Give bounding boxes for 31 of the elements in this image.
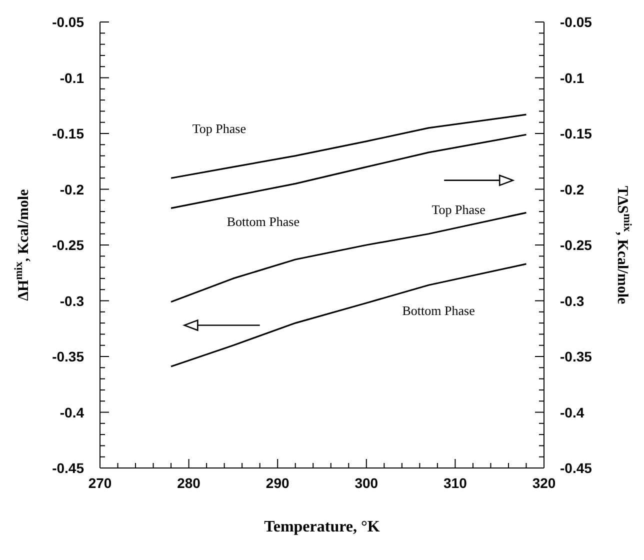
x-tick-label: 320 [532,475,556,491]
series-label: Top Phase [432,202,486,217]
y2-tick-label: -0.25 [560,237,592,253]
y2-tick-label: -0.35 [560,348,592,364]
y-tick-label: -0.05 [52,14,84,30]
x-tick-label: 290 [266,475,290,491]
text: Top Phase [192,120,246,136]
y2-tick-label: -0.45 [560,460,592,476]
x-tick-label: 300 [354,475,378,491]
x-tick-label: 270 [88,475,112,491]
y-tick-label: -0.3 [60,292,84,309]
y-tick-label: -0.45 [52,460,84,476]
x-axis-title: Temperature, °K [264,518,380,536]
series-label: Bottom Phase [402,303,476,318]
y-tick-label: -0.35 [52,348,84,364]
series-label: Bottom Phase [226,214,300,229]
y-tick-label: -0.15 [52,126,84,142]
y2-tick-label: -0.15 [560,126,592,142]
line-series [170,114,528,179]
x-tick-label: 310 [444,475,468,491]
y2-tick-label: -0.2 [560,181,584,198]
line-series [170,263,528,368]
x-tick-label: 280 [177,475,201,491]
y-tick-label: -0.4 [60,404,84,420]
y-tick-label: -0.2 [60,181,84,198]
y2-tick-label: -0.1 [560,70,584,86]
y2-tick-label: -0.05 [560,14,592,30]
y-tick-label: -0.1 [60,70,84,86]
y2-tick-label: -0.4 [560,404,584,420]
y2-tick-label: -0.3 [560,292,584,309]
y-tick-label: -0.25 [52,237,84,253]
